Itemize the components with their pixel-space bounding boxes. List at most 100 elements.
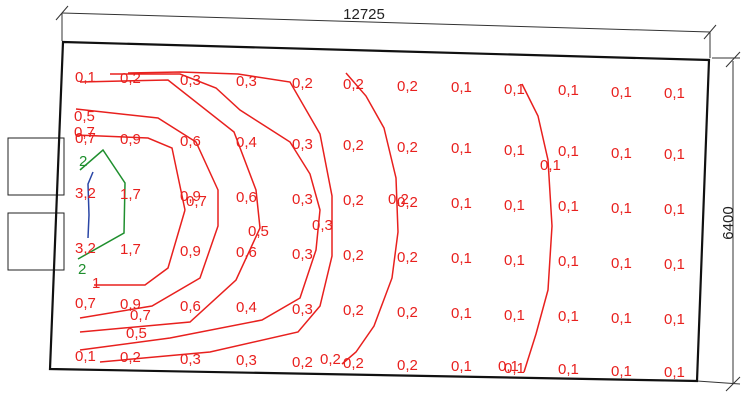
grid-value: 0,1 <box>504 307 525 324</box>
grid-value: 0,7 <box>75 295 96 312</box>
grid-value: 0,2 <box>120 70 141 87</box>
grid-value: 0,1 <box>451 250 472 267</box>
grid-value: 0,3 <box>180 72 201 89</box>
grid-value: 0,2 <box>343 76 364 93</box>
contour-label: 0,2 <box>320 351 341 368</box>
grid-value: 0,9 <box>120 296 141 313</box>
contour-label: 2 <box>78 261 86 278</box>
width-dimension: 12725 <box>55 5 717 58</box>
grid-value: 0,1 <box>75 69 96 86</box>
grid-value: 0,1 <box>558 198 579 215</box>
contour-label: 0,7 <box>74 124 95 141</box>
grid-value: 0,1 <box>611 255 632 272</box>
isoline-0-1 <box>521 83 553 373</box>
grid-value: 0,2 <box>397 78 418 95</box>
contour-label: 0,7 <box>130 307 151 324</box>
grid-value: 0,1 <box>504 197 525 214</box>
wall-openings <box>7 137 65 271</box>
grid-value: 0,2 <box>292 75 313 92</box>
grid-value: 0,1 <box>558 143 579 160</box>
isolines <box>75 71 553 373</box>
contour-label: 0,1 <box>540 157 561 174</box>
grid-value: 0,2 <box>292 354 313 371</box>
grid-value: 0,1 <box>611 310 632 327</box>
grid-value: 0,6 <box>236 244 257 261</box>
grid-value: 0,1 <box>451 305 472 322</box>
isoline-0-9 <box>75 108 219 319</box>
grid-value: 0,2 <box>343 137 364 154</box>
grid-value: 0,2 <box>343 302 364 319</box>
grid-value: 0,2 <box>120 349 141 366</box>
grid-value: 1,7 <box>120 241 141 258</box>
grid-value: 0,1 <box>558 82 579 99</box>
isoline-1-7-upper <box>75 134 186 211</box>
contour-label: 0,5 <box>74 108 95 125</box>
isoline-0-5 <box>79 73 321 351</box>
grid-value: 0,7 <box>75 130 96 147</box>
grid-value: 0,1 <box>451 195 472 212</box>
grid-value: 0,2 <box>343 247 364 264</box>
grid-value: 0,2 <box>397 139 418 156</box>
contour-label: 0,7 <box>186 193 207 210</box>
grid-value: 0,1 <box>504 252 525 269</box>
grid-value: 0,4 <box>236 299 257 316</box>
grid-value: 0,6 <box>180 133 201 150</box>
grid-value: 0,6 <box>236 189 257 206</box>
contour-label: 0,5 <box>126 325 147 342</box>
grid-value: 0,3 <box>236 352 257 369</box>
grid-value: 0,3 <box>292 301 313 318</box>
grid-value: 0,1 <box>75 348 96 365</box>
grid-value: 0,1 <box>504 142 525 159</box>
grid-value: 0,2 <box>343 192 364 209</box>
grid-value: 0,1 <box>504 360 525 377</box>
grid-value: 0,9 <box>180 243 201 260</box>
contour-label: 2 <box>79 153 87 170</box>
grid-value: 0,1 <box>558 308 579 325</box>
height-dimension-label: 6400 <box>720 206 737 239</box>
grid-value: 0,2 <box>397 194 418 211</box>
grid-value: 0,9 <box>180 188 201 205</box>
grid-value: 0,4 <box>236 134 257 151</box>
grid-value: 1,7 <box>120 186 141 203</box>
grid-value: 0,2 <box>343 355 364 372</box>
grid-value: 0,3 <box>292 246 313 263</box>
grid-value: 0,1 <box>664 311 685 328</box>
grid-value: 3,2 <box>75 240 96 257</box>
grid-value: 0,1 <box>451 358 472 375</box>
grid-value: 0,1 <box>558 361 579 378</box>
isoline-0-3 <box>99 71 333 363</box>
isoline-0-7 <box>79 79 261 333</box>
height-dimension: 6400 <box>696 51 741 392</box>
grid-value: 0,1 <box>664 201 685 218</box>
grid-value: 3,2 <box>75 185 96 202</box>
grid-value: 0,3 <box>236 73 257 90</box>
room-outline <box>48 40 711 383</box>
contour-label: 0,3 <box>312 217 333 234</box>
illuminance-grid: 0,1 0,2 0,3 0,3 0,2 0,2 0,2 0,1 0,1 0,1 0,1 0,10,7 0… <box>75 69 685 381</box>
grid-value: 0,2 <box>397 304 418 321</box>
grid-value: 0,1 <box>611 145 632 162</box>
grid-value: 0,1 <box>664 146 685 163</box>
grid-value: 0,1 <box>611 84 632 101</box>
isoline-0-2 <box>341 72 399 365</box>
grid-value: 0,1 <box>504 81 525 98</box>
grid-value: 0,2 <box>397 249 418 266</box>
grid-value: 0,1 <box>611 200 632 217</box>
contour-label: 0,2 <box>388 191 409 208</box>
grid-value: 0,2 <box>397 357 418 374</box>
grid-value: 0,1 <box>664 364 685 381</box>
grid-value: 0,1 <box>611 363 632 380</box>
grid-value: 0,6 <box>180 298 201 315</box>
contour-label: 0,1 <box>498 358 519 375</box>
contour-label: 0,5 <box>248 223 269 240</box>
grid-value: 0,3 <box>180 351 201 368</box>
grid-value: 0,3 <box>292 136 313 153</box>
grid-value: 0,1 <box>664 85 685 102</box>
width-dimension-label: 12725 <box>343 6 385 23</box>
grid-value: 0,1 <box>451 140 472 157</box>
contour-label: 1 <box>92 275 100 292</box>
grid-value: 0,9 <box>120 131 141 148</box>
